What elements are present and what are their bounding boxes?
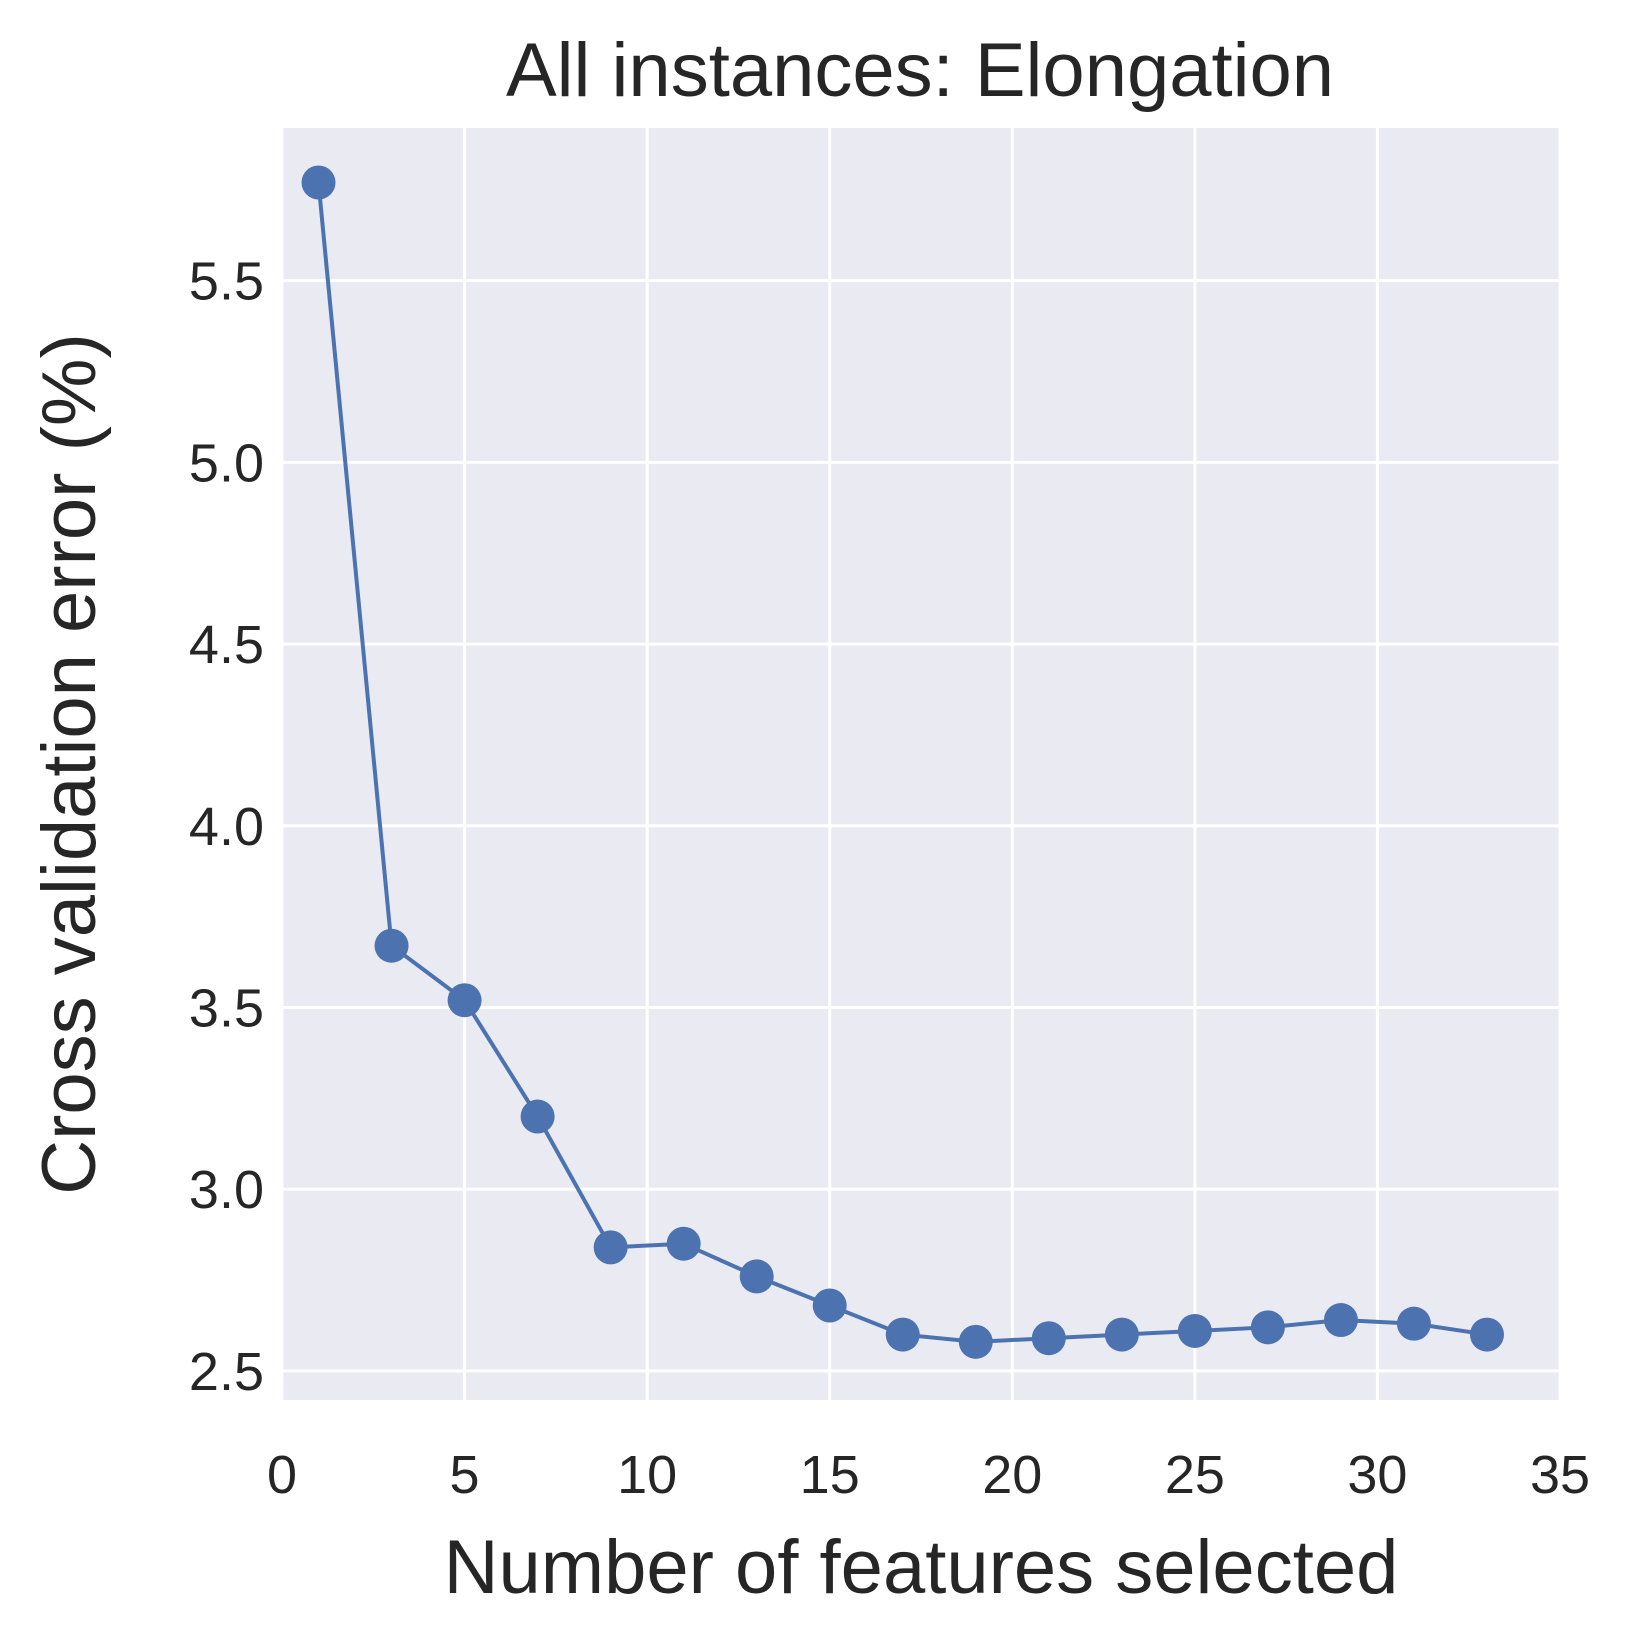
y-tick-label: 3.5 [189,978,264,1038]
x-gridlines [280,128,1562,1400]
data-point [666,1226,701,1261]
data-point [1469,1317,1504,1352]
y-tick-label: 5.0 [189,433,264,493]
data-point [885,1317,920,1352]
y-tick-label: 3.0 [189,1160,264,1220]
data-point [520,1099,555,1134]
y-tick-label: 4.5 [189,615,264,675]
x-tick-label: 15 [800,1445,860,1505]
data-point [301,165,336,200]
data-point [1396,1306,1431,1341]
x-tick-label: 0 [267,1445,297,1505]
data-point [447,983,482,1018]
data-point [374,928,409,963]
data-point [739,1259,774,1294]
plot-area [282,128,1560,1400]
data-point [1104,1317,1139,1352]
data-point [958,1324,993,1359]
data-point [1031,1321,1066,1356]
data-point [1323,1303,1358,1338]
x-tick-label: 35 [1530,1445,1590,1505]
chart-title: All instances: Elongation [506,28,1334,113]
y-tick-label: 5.5 [189,252,264,312]
x-tick-label: 25 [1165,1445,1225,1505]
y-axis-label: Cross validation error (%) [27,333,112,1195]
x-tick-label: 20 [982,1445,1042,1505]
y-gridlines [282,279,1560,1373]
data-point [1250,1310,1285,1345]
data-point [812,1288,847,1323]
y-tick-label: 2.5 [189,1342,264,1402]
data-point [1177,1313,1212,1348]
data-point [593,1230,628,1265]
x-tick-label: 10 [617,1445,677,1505]
x-axis-label: Number of features selected [444,1525,1399,1610]
series-layer [301,165,1504,1359]
y-tick-labels: 2.5 3.0 3.5 4.0 4.5 5.0 5.5 [189,252,264,1402]
x-tick-label: 30 [1347,1445,1407,1505]
y-tick-label: 4.0 [189,797,264,857]
x-tick-labels: 0 5 10 15 20 25 30 35 [267,1445,1590,1505]
x-tick-label: 5 [450,1445,480,1505]
